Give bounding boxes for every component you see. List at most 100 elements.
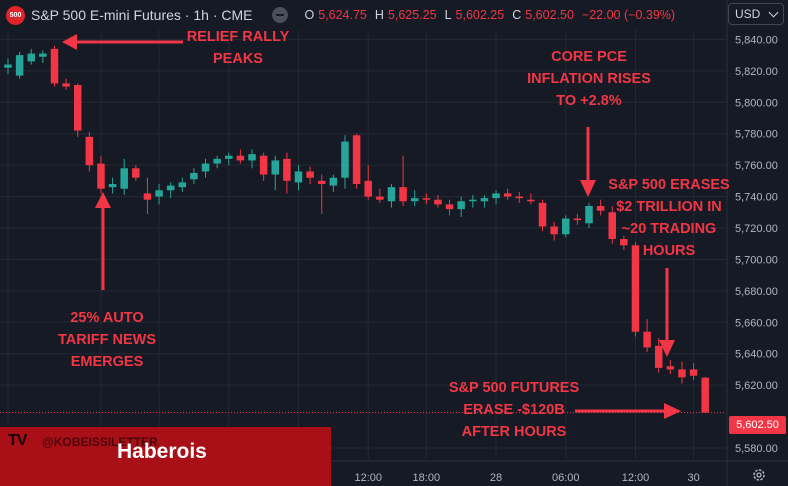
candle [341,135,349,189]
candle-body [120,168,128,189]
candle-body [492,193,500,199]
annotation-line: S&P 500 ERASES [608,177,730,193]
candle [364,165,372,200]
tradingview-logo: TV [8,432,27,449]
annotation-line: CORE PCE [551,49,627,65]
candle-body [457,201,465,210]
candle-body [248,154,256,161]
candle [294,165,303,191]
candle [190,168,198,184]
candle [213,155,221,169]
candle-body [666,366,675,370]
candle-body [503,193,512,197]
settings-gear-icon[interactable] [752,468,766,482]
relief-arrowhead [62,34,77,50]
candle-body [271,160,280,175]
y-tick-label: 5,820.00 [735,66,778,78]
symbol-logo: 500 [6,5,25,25]
candle [538,199,547,232]
annotation-line: INFLATION RISES [527,71,651,87]
candle [434,195,442,208]
candle-body [50,48,59,84]
candle-body [608,212,616,239]
annotation-futures-erase: S&P 500 FUTURES ERASE -$120B AFTER HOURS [440,377,588,443]
candle-body [341,141,349,178]
y-tick-label: 5,660.00 [735,317,778,329]
candle-body [573,218,582,221]
candle-body [15,55,24,76]
candle-body [689,369,698,376]
candle-body [155,190,163,197]
candle [306,166,314,184]
low-value: 5,602.25 [455,8,505,22]
annotation-auto-tariff: 25% AUTO TARIFF NEWS EMERGES [45,307,169,373]
ohlc-readout: O 5,624.75 H 5,625.25 L 5,602.25 C 5,602.50 … [304,8,679,22]
candle-body [178,182,187,188]
candle [97,155,105,194]
eye-toggle-icon[interactable] [272,7,289,23]
open-value: 5,624.75 [318,8,367,22]
candle [108,177,117,194]
candle-body [538,202,547,227]
annotation-line: $2 TRILLION IN [616,199,722,215]
candle [666,360,675,375]
currency-select[interactable]: USD [728,3,784,25]
x-tick-label: 28 [490,472,502,484]
candle-body [306,171,314,178]
close-key: C [512,8,522,22]
candle-body [259,155,268,175]
candle-body [143,193,152,200]
candle-body [643,331,651,348]
y-tick-label: 5,680.00 [735,286,778,298]
y-axis: 5,840.00 5,820.00 5,800.00 5,780.00 5,760.00… [735,34,778,455]
candle-body [294,171,303,183]
candle [631,242,640,337]
candle-body [4,64,12,68]
candle [225,152,233,166]
close-value: 5,602.50 [525,8,574,22]
annotation-arrows [62,34,681,419]
pce-arrowhead [580,180,596,197]
annotation-line: TO +2.8% [556,93,622,109]
candle [85,132,94,172]
candle-body [317,180,326,184]
candle [620,235,628,250]
candle [701,376,709,414]
candle [527,193,535,205]
candle [283,152,291,194]
candle [271,155,280,191]
candle-body [108,184,117,188]
candle [248,149,256,169]
candle [654,338,663,373]
candle [550,221,558,241]
y-tick-label: 5,780.00 [735,129,778,141]
candle [317,174,326,214]
candle-body [678,369,686,378]
candle-body [620,239,628,246]
candle-body [166,185,175,191]
last-price-tag: 5,602.50 [729,416,786,434]
candle-body [631,245,640,332]
x-tick-label: 30 [687,472,699,484]
candle [387,184,396,208]
candle [236,149,245,164]
candle-body [352,135,361,184]
candle [178,177,187,192]
candle-body [550,226,558,235]
candle [492,190,500,205]
symbol-title[interactable]: S&P 500 E-mini Futures · 1h · CME [31,7,253,23]
candle [562,215,570,238]
candle-body [236,155,245,161]
annotation-line: 25% AUTO [70,310,144,326]
annotation-sp500-erases: S&P 500 ERASES $2 TRILLION IN ~20 TRADIN… [600,174,738,262]
candle [503,188,512,200]
candle [643,319,651,353]
candle-body [399,187,407,202]
watermark-handle: @KOBEISSILETTER [42,435,158,449]
candle-body [434,199,442,205]
candle-body [585,206,593,224]
chevron-down-icon [768,7,779,17]
candle [515,191,524,203]
